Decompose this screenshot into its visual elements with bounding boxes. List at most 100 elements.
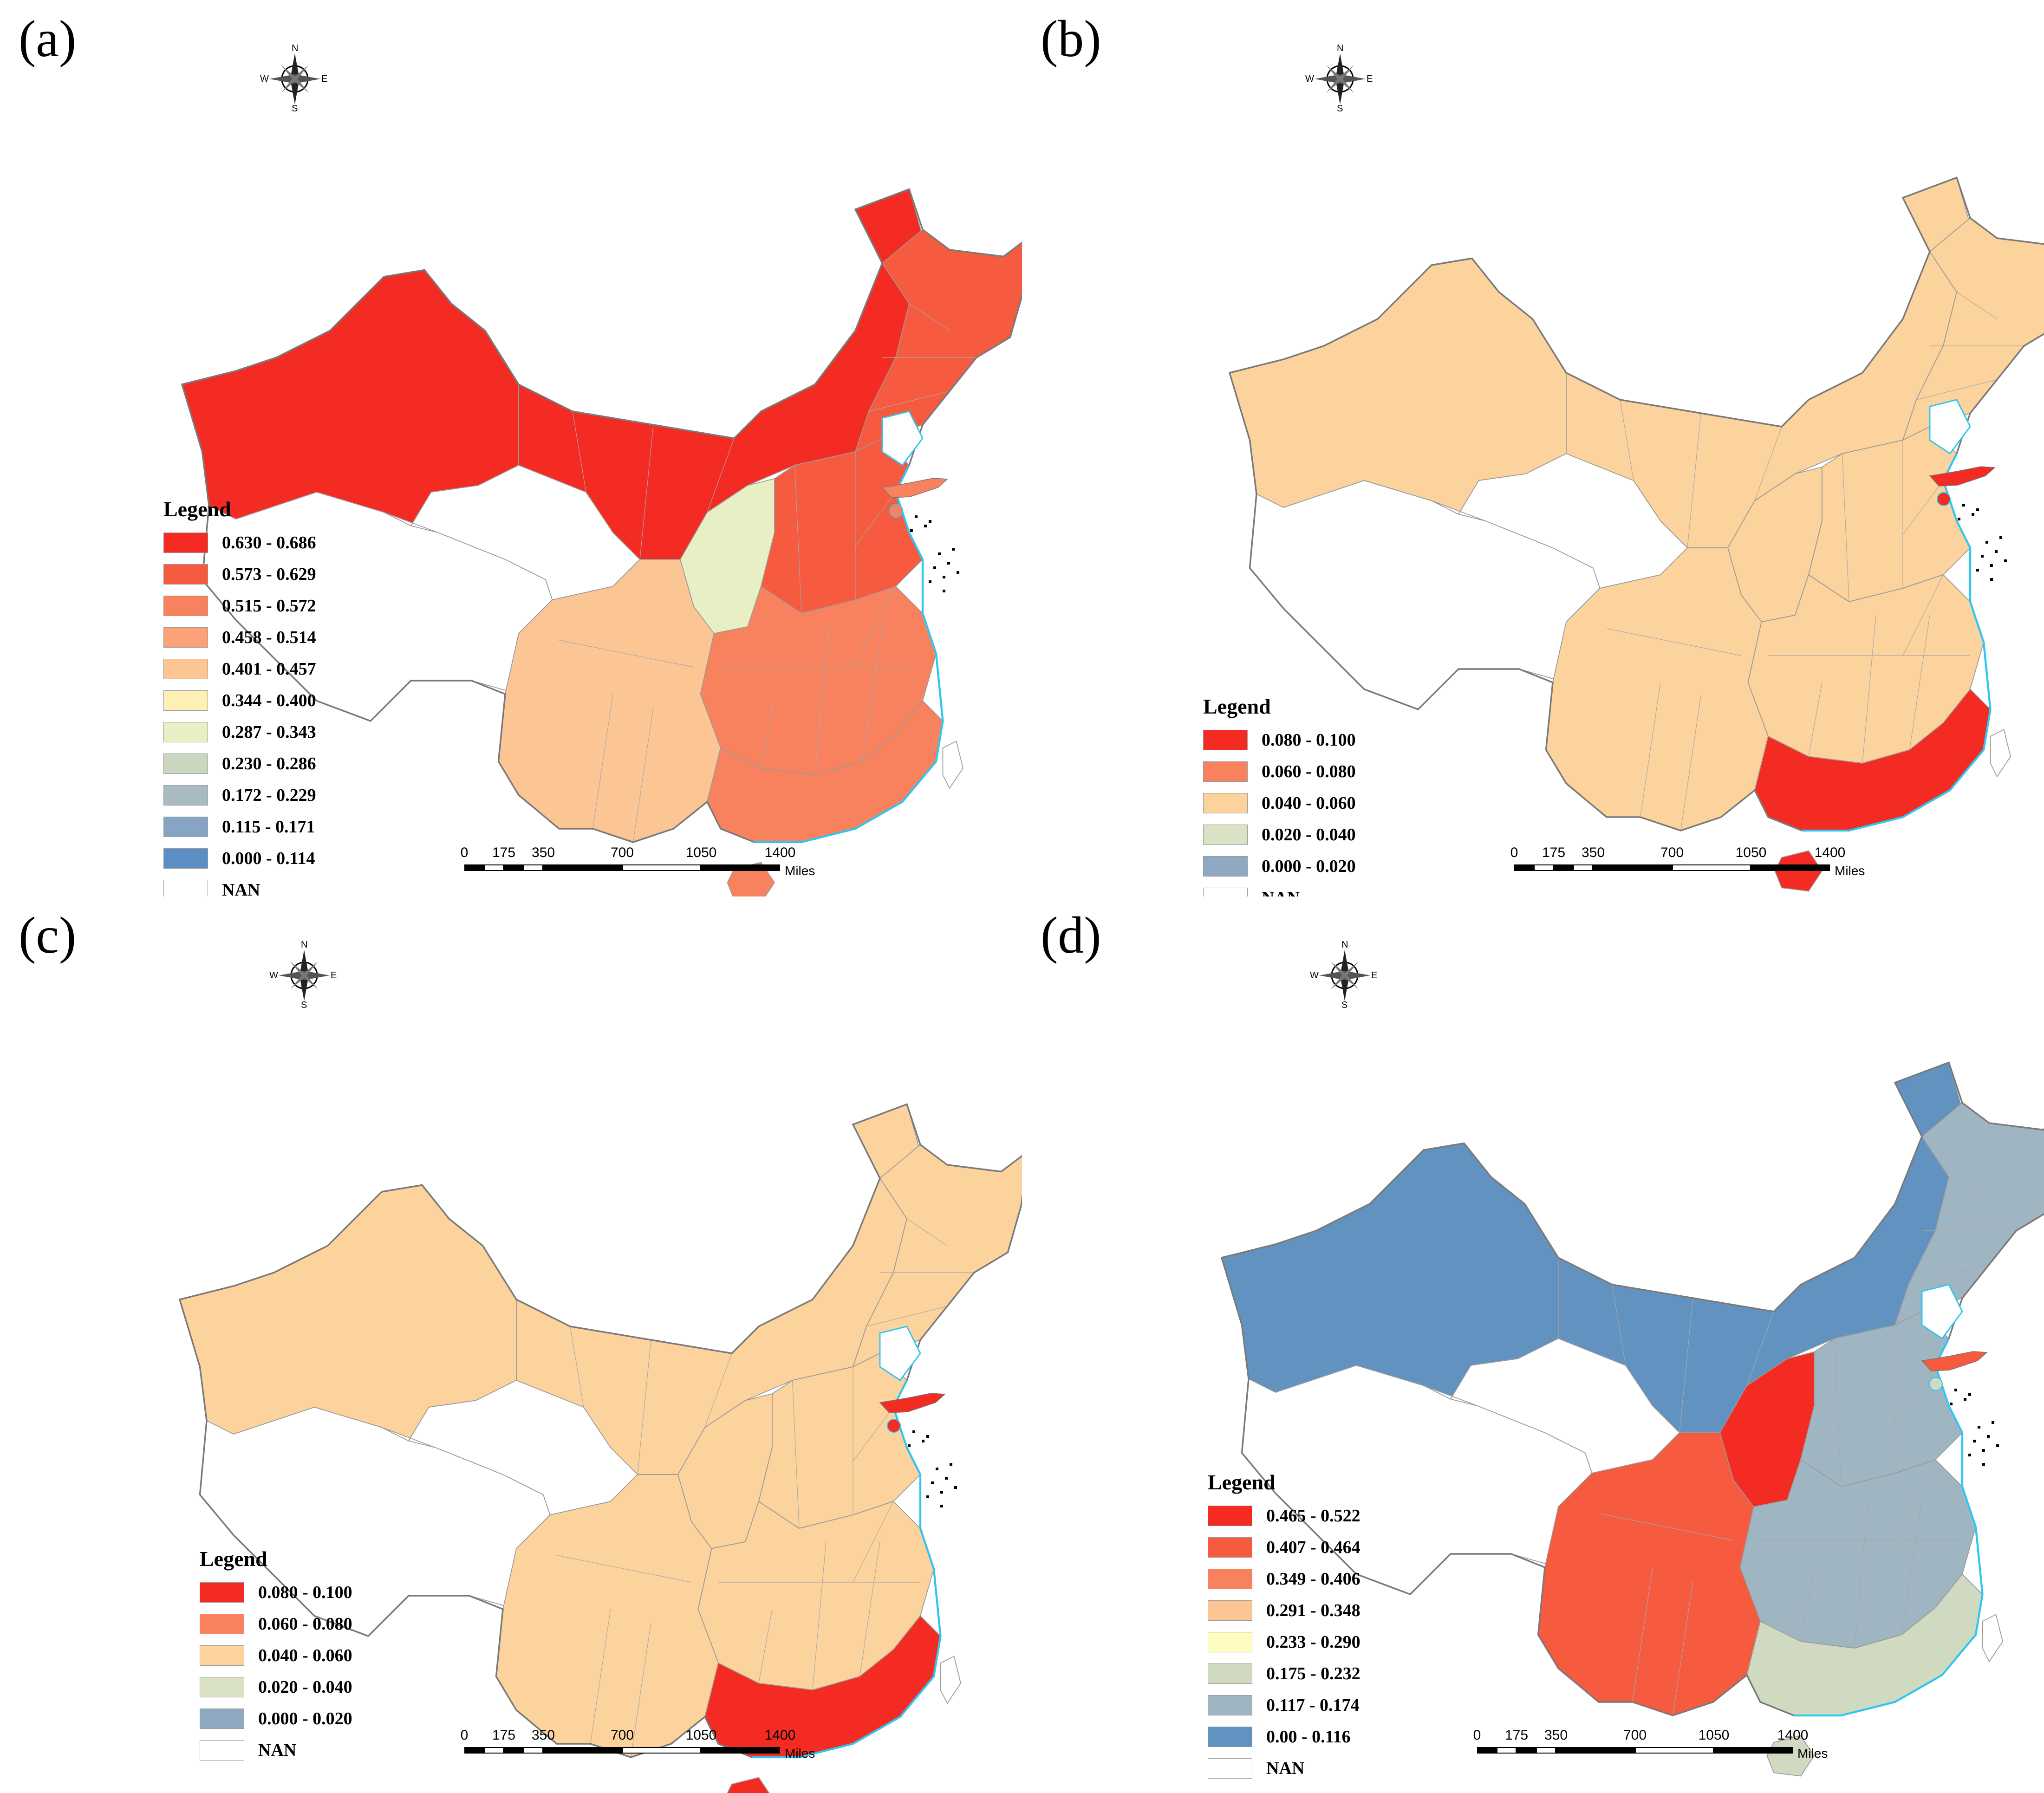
compass-icon: N S E W: [1305, 43, 1375, 114]
compass-w: W: [269, 970, 278, 981]
legend-item: 0.515 - 0.572: [163, 590, 316, 622]
legend-swatch: [1208, 1758, 1252, 1779]
province-border: [1901, 1500, 1922, 1635]
province-border: [1640, 682, 1661, 818]
province-border: [1679, 1298, 1693, 1433]
choropleth-map: [178, 1103, 1022, 1793]
compass-n: N: [1337, 43, 1344, 53]
scale-tick-label: 1050: [1698, 1728, 1730, 1743]
coastline: [1794, 1338, 1984, 1717]
province-border: [855, 586, 896, 668]
island-mark: [1999, 536, 2002, 539]
island-mark: [1972, 513, 1974, 516]
legend-label: 0.115 - 0.171: [222, 817, 315, 837]
province-border: [812, 1541, 827, 1690]
legend-swatch: [163, 817, 208, 837]
province-border: [761, 694, 775, 768]
legend-label: 0.291 - 0.348: [1266, 1601, 1360, 1620]
legend-label: 0.060 - 0.080: [258, 1614, 352, 1634]
island-mark: [926, 1435, 929, 1438]
province-border: [1606, 628, 1742, 656]
island-mark: [1981, 555, 1984, 558]
scale-tick-label: 1400: [764, 845, 796, 860]
scale-segment: [543, 1747, 622, 1754]
island-mark: [1982, 1449, 1985, 1452]
legend-item: 0.175 - 0.232: [1208, 1658, 1360, 1689]
region-taiwan: [1982, 1614, 2003, 1662]
legend-item: 0.344 - 0.400: [163, 685, 316, 716]
legend-swatch: [163, 880, 208, 896]
scale-tick-label: 1400: [764, 1728, 796, 1743]
scale-segment: [1497, 1747, 1517, 1754]
island-mark: [922, 1440, 924, 1442]
compass-n: N: [1341, 940, 1348, 950]
legend-swatch: [163, 596, 208, 616]
compass-w: W: [1310, 970, 1319, 981]
legend-label: 0.458 - 0.514: [222, 628, 316, 647]
island-mark: [1976, 508, 1979, 511]
island-mark: [938, 552, 941, 555]
province-border: [592, 694, 613, 829]
province-border: [1680, 695, 1701, 831]
compass-s: S: [301, 1000, 307, 1010]
legend-label: 0.172 - 0.229: [222, 786, 316, 805]
legend-item: 0.233 - 0.290: [1208, 1626, 1360, 1658]
scale-tick-label: 350: [531, 845, 555, 860]
scale-tick-label: 0: [1473, 1728, 1481, 1743]
province-border: [630, 1622, 651, 1758]
legend-label: NAN: [1266, 1759, 1305, 1778]
province-border: [1800, 1567, 1815, 1642]
scale-bar: 0 175 350 700 1050 1400 Miles: [461, 1728, 815, 1765]
legend-item: NAN: [200, 1735, 352, 1766]
scale-segment: [1751, 864, 1830, 871]
scale-tick-label: 1050: [685, 1728, 717, 1743]
scale-segment: [543, 864, 622, 871]
south-china-sea-inset: [1921, 1351, 1999, 1466]
province-border: [572, 411, 586, 493]
island-mark: [929, 520, 931, 523]
coastline: [1802, 453, 1992, 832]
map-legend: Legend 0.080 - 0.100 0.060 - 0.080 0.040 - …: [200, 1546, 352, 1766]
legend-item: NAN: [163, 874, 316, 896]
scale-tick-label: 0: [460, 845, 469, 860]
legend-swatch: [200, 1677, 244, 1697]
scale-unit: Miles: [1797, 1746, 1828, 1761]
compass-n: N: [292, 43, 299, 53]
scale-tick-label: 175: [1542, 845, 1566, 860]
legend-label: 0.401 - 0.457: [222, 659, 316, 679]
legend-label: NAN: [1262, 888, 1300, 896]
scale-bar: 0 175 350 700 1050 1400 Miles: [1510, 845, 1865, 882]
legend-swatch: [1208, 1569, 1252, 1589]
legend-swatch: [200, 1709, 244, 1729]
island-mark: [1968, 1393, 1971, 1396]
legend-swatch: [163, 564, 208, 585]
scale-segment: [1517, 1747, 1536, 1754]
island-mark: [940, 1505, 943, 1507]
legend-swatch: [1208, 1663, 1252, 1684]
legend-label: 0.040 - 0.060: [1262, 793, 1356, 813]
province-border: [590, 1609, 611, 1744]
island-mark: [908, 1444, 911, 1447]
scale-segment: [1477, 1747, 1497, 1754]
province-border: [792, 1380, 800, 1529]
island-mark: [1950, 1403, 1953, 1405]
province-border: [906, 1218, 948, 1246]
island-mark: [1992, 1421, 1994, 1424]
province-border: [794, 465, 802, 614]
legend-label: 0.000 - 0.020: [258, 1709, 352, 1728]
legend-swatch: [163, 754, 208, 774]
legend-swatch: [163, 659, 208, 679]
compass-e: E: [331, 970, 337, 981]
legend-label: 0.233 - 0.290: [1266, 1632, 1360, 1652]
legend-item: 0.287 - 0.343: [163, 716, 316, 748]
island-mark: [1996, 1444, 1999, 1447]
legend-item: 0.117 - 0.174: [1208, 1689, 1360, 1721]
scale-segment: [701, 864, 780, 871]
island-mark: [943, 590, 945, 592]
legend-label: 0.020 - 0.040: [258, 1677, 352, 1697]
inset-coast: [1929, 466, 1996, 487]
province-border: [853, 1501, 894, 1583]
choropleth-map: [1228, 176, 2044, 892]
province-border: [1620, 399, 1634, 481]
region-taiwan: [942, 741, 963, 789]
